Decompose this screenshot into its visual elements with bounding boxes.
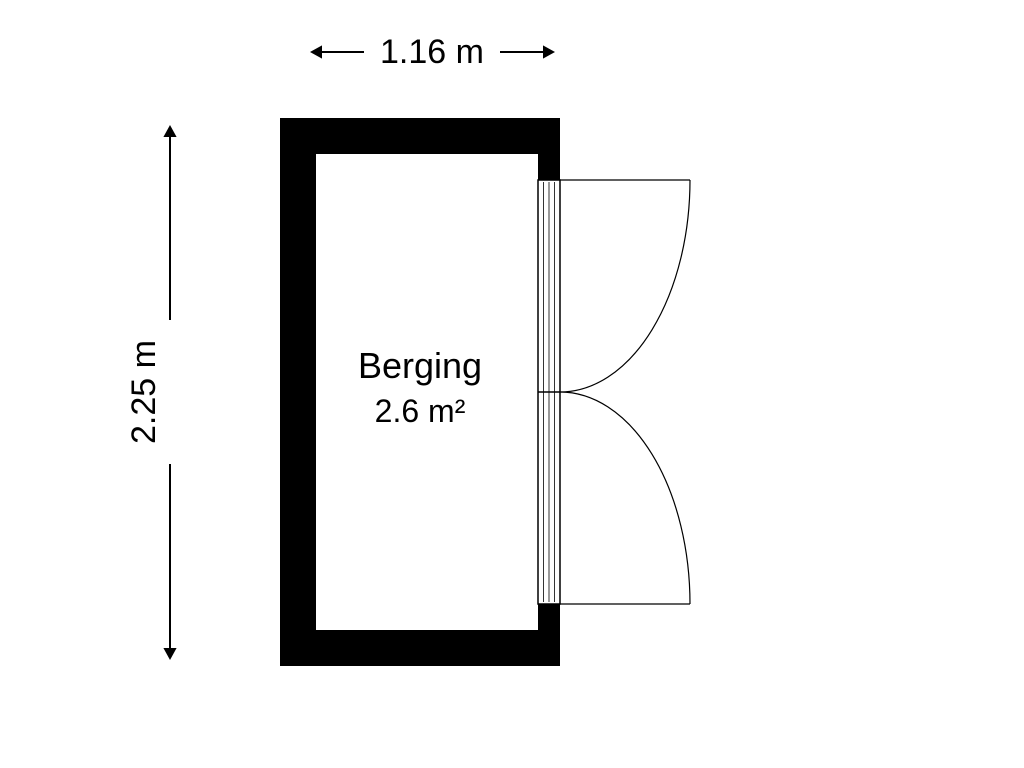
walls xyxy=(280,118,560,666)
dimension-height-label: 2.25 m xyxy=(125,340,163,444)
door-swing xyxy=(560,180,690,604)
door-frame xyxy=(538,180,560,604)
room-name-label: Berging xyxy=(358,345,482,386)
room-area-label: 2.6 m² xyxy=(375,393,466,429)
dimension-width-label: 1.16 m xyxy=(380,33,484,71)
dimension-width: 1.16 m xyxy=(310,33,555,71)
room-interior xyxy=(316,154,538,630)
dimension-height: 2.25 m xyxy=(125,125,177,660)
floorplan-canvas: Berging 2.6 m² 1.16 m 2.25 m xyxy=(0,0,1024,768)
